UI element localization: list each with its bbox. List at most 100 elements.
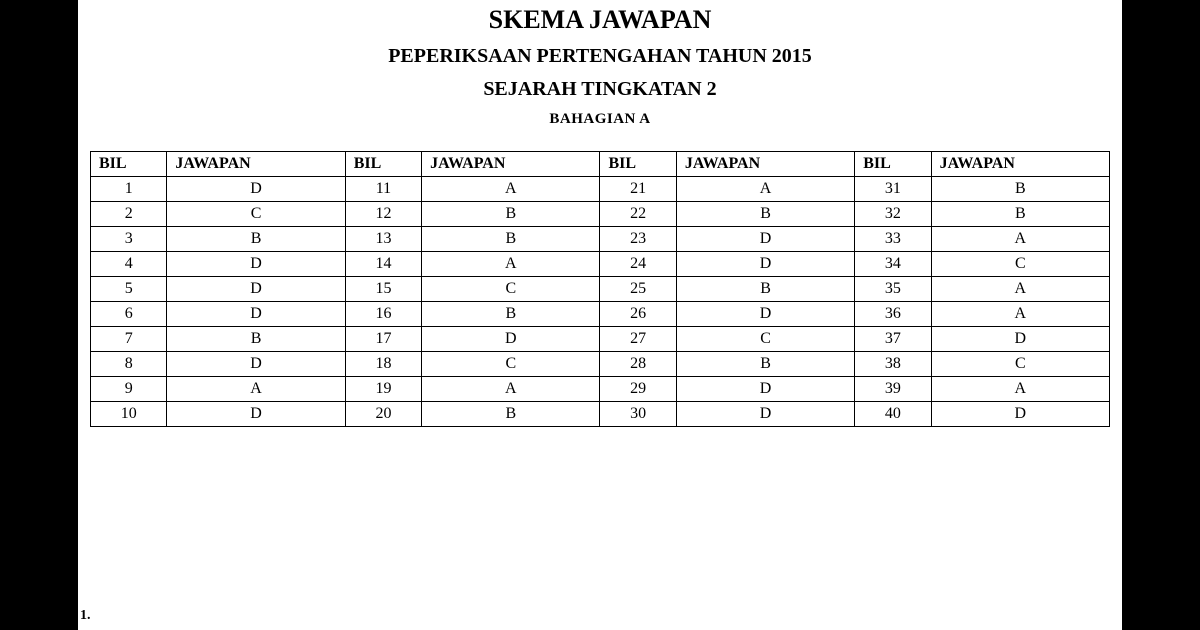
document-page: SKEMA JAWAPAN PEPERIKSAAN PERTENGAHAN TA…	[78, 0, 1122, 630]
table-cell: A	[422, 177, 600, 202]
table-cell: 22	[600, 202, 676, 227]
table-cell: B	[422, 202, 600, 227]
table-cell: D	[676, 377, 854, 402]
table-cell: 4	[91, 252, 167, 277]
table-cell: A	[931, 227, 1109, 252]
table-cell: B	[422, 302, 600, 327]
col-header: JAWAPAN	[167, 152, 345, 177]
table-row: 6D16B26D36A	[91, 302, 1110, 327]
table-cell: 26	[600, 302, 676, 327]
title: SKEMA JAWAPAN	[90, 2, 1110, 37]
table-cell: 8	[91, 352, 167, 377]
table-cell: 25	[600, 277, 676, 302]
table-cell: C	[167, 202, 345, 227]
table-cell: 17	[345, 327, 421, 352]
table-cell: 23	[600, 227, 676, 252]
table-cell: D	[167, 302, 345, 327]
table-cell: 30	[600, 402, 676, 427]
table-row: 4D14A24D34C	[91, 252, 1110, 277]
table-row: 9A19A29D39A	[91, 377, 1110, 402]
table-cell: C	[676, 327, 854, 352]
table-cell: C	[422, 277, 600, 302]
table-cell: D	[676, 252, 854, 277]
table-cell: 1	[91, 177, 167, 202]
table-cell: 38	[855, 352, 931, 377]
answer-table: BIL JAWAPAN BIL JAWAPAN BIL JAWAPAN BIL …	[90, 151, 1110, 427]
table-cell: 35	[855, 277, 931, 302]
table-cell: B	[422, 402, 600, 427]
table-cell: 15	[345, 277, 421, 302]
table-cell: A	[931, 277, 1109, 302]
table-row: 2C12B22B32B	[91, 202, 1110, 227]
table-row: 5D15C25B35A	[91, 277, 1110, 302]
table-cell: D	[676, 302, 854, 327]
col-header: JAWAPAN	[422, 152, 600, 177]
table-cell: D	[676, 402, 854, 427]
table-cell: B	[167, 227, 345, 252]
table-cell: A	[676, 177, 854, 202]
table-cell: 13	[345, 227, 421, 252]
table-cell: A	[931, 302, 1109, 327]
col-header: BIL	[91, 152, 167, 177]
table-cell: A	[422, 377, 600, 402]
table-cell: B	[676, 352, 854, 377]
col-header: BIL	[345, 152, 421, 177]
table-cell: 3	[91, 227, 167, 252]
table-cell: 37	[855, 327, 931, 352]
table-cell: B	[167, 327, 345, 352]
table-cell: D	[931, 402, 1109, 427]
table-row: 7B17D27C37D	[91, 327, 1110, 352]
table-cell: B	[931, 202, 1109, 227]
table-cell: A	[422, 252, 600, 277]
table-cell: 29	[600, 377, 676, 402]
col-header: JAWAPAN	[676, 152, 854, 177]
table-cell: 11	[345, 177, 421, 202]
table-cell: D	[167, 402, 345, 427]
table-row: 3B13B23D33A	[91, 227, 1110, 252]
table-cell: D	[422, 327, 600, 352]
table-row: 1D11A21A31B	[91, 177, 1110, 202]
table-cell: D	[931, 327, 1109, 352]
table-cell: 10	[91, 402, 167, 427]
table-cell: 31	[855, 177, 931, 202]
table-cell: 21	[600, 177, 676, 202]
table-cell: D	[167, 177, 345, 202]
table-cell: 40	[855, 402, 931, 427]
table-header-row: BIL JAWAPAN BIL JAWAPAN BIL JAWAPAN BIL …	[91, 152, 1110, 177]
table-body: 1D11A21A31B2C12B22B32B3B13B23D33A4D14A24…	[91, 177, 1110, 427]
table-cell: D	[676, 227, 854, 252]
table-cell: 16	[345, 302, 421, 327]
section: BAHAGIAN A	[90, 109, 1110, 129]
table-cell: 36	[855, 302, 931, 327]
col-header: BIL	[600, 152, 676, 177]
table-cell: 33	[855, 227, 931, 252]
table-cell: 14	[345, 252, 421, 277]
table-cell: C	[931, 352, 1109, 377]
table-cell: D	[167, 252, 345, 277]
table-cell: 18	[345, 352, 421, 377]
table-cell: 20	[345, 402, 421, 427]
table-cell: 28	[600, 352, 676, 377]
table-cell: 39	[855, 377, 931, 402]
table-cell: 12	[345, 202, 421, 227]
table-cell: C	[931, 252, 1109, 277]
table-cell: 9	[91, 377, 167, 402]
page-number: 1.	[80, 608, 91, 624]
col-header: JAWAPAN	[931, 152, 1109, 177]
table-cell: C	[422, 352, 600, 377]
table-cell: 5	[91, 277, 167, 302]
table-cell: 32	[855, 202, 931, 227]
table-row: 10D20B30D40D	[91, 402, 1110, 427]
table-cell: 19	[345, 377, 421, 402]
table-cell: B	[931, 177, 1109, 202]
table-cell: D	[167, 352, 345, 377]
table-row: 8D18C28B38C	[91, 352, 1110, 377]
table-cell: D	[167, 277, 345, 302]
col-header: BIL	[855, 152, 931, 177]
table-cell: 7	[91, 327, 167, 352]
table-cell: 2	[91, 202, 167, 227]
table-cell: B	[676, 277, 854, 302]
table-cell: A	[167, 377, 345, 402]
table-cell: B	[676, 202, 854, 227]
table-cell: 27	[600, 327, 676, 352]
